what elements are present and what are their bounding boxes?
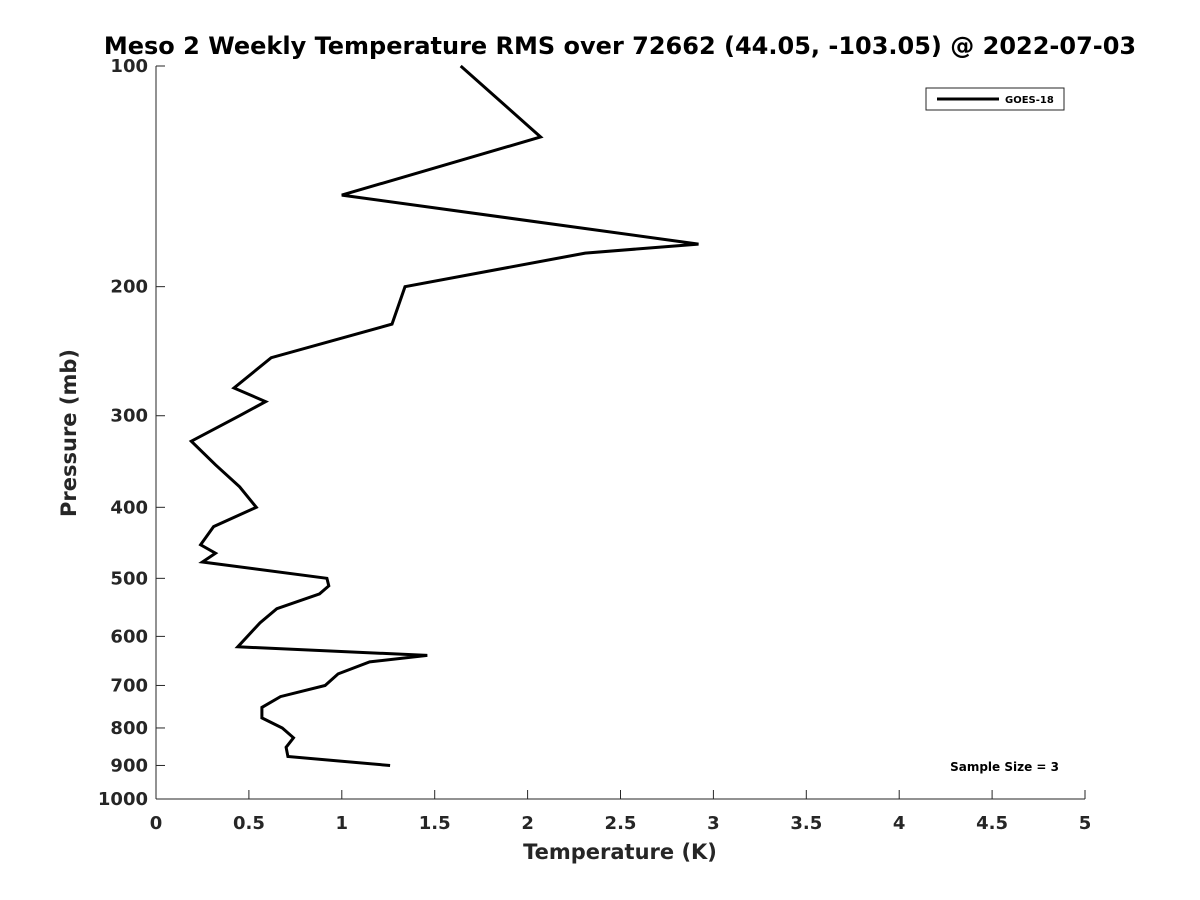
y-axis-ticks: 100 200 300 400 500 600 700 800 900 1000 — [98, 56, 165, 810]
x-tick-label: 1 — [336, 813, 349, 834]
x-tick-label: 4 — [893, 813, 906, 834]
x-axis-label: Temperature (K) — [523, 840, 717, 864]
y-tick-label: 100 — [110, 56, 148, 77]
x-axis-ticks: 0 0.5 1 1.5 2 2.5 3 3.5 4 4.5 5 — [150, 790, 1092, 834]
series-line-goes-18 — [188, 64, 699, 767]
x-tick-label: 5 — [1079, 813, 1092, 834]
y-tick-label: 700 — [110, 675, 148, 696]
y-tick-label: 1000 — [98, 789, 148, 810]
chart-title: Meso 2 Weekly Temperature RMS over 72662… — [104, 32, 1136, 60]
x-tick-label: 1.5 — [419, 813, 451, 834]
x-tick-label: 3.5 — [790, 813, 822, 834]
x-tick-label: 2.5 — [605, 813, 637, 834]
y-tick-label: 200 — [110, 277, 148, 298]
x-tick-label: 3 — [707, 813, 720, 834]
x-tick-label: 4.5 — [976, 813, 1008, 834]
y-tick-label: 300 — [110, 406, 148, 427]
y-tick-label: 400 — [110, 497, 148, 518]
y-tick-label: 600 — [110, 626, 148, 647]
x-tick-label: 2 — [521, 813, 534, 834]
y-tick-label: 800 — [110, 718, 148, 739]
legend: GOES-18 — [925, 87, 1065, 111]
axes — [155, 66, 1085, 800]
y-tick-label: 900 — [110, 755, 148, 776]
y-tick-label: 500 — [110, 568, 148, 589]
x-tick-label: 0.5 — [233, 813, 265, 834]
legend-entry-goes-18: GOES-18 — [1005, 95, 1054, 106]
y-axis-label: Pressure (mb) — [57, 349, 81, 517]
sample-size-annotation: Sample Size = 3 — [950, 760, 1059, 774]
x-tick-label: 0 — [150, 813, 163, 834]
series-layer — [188, 64, 699, 767]
